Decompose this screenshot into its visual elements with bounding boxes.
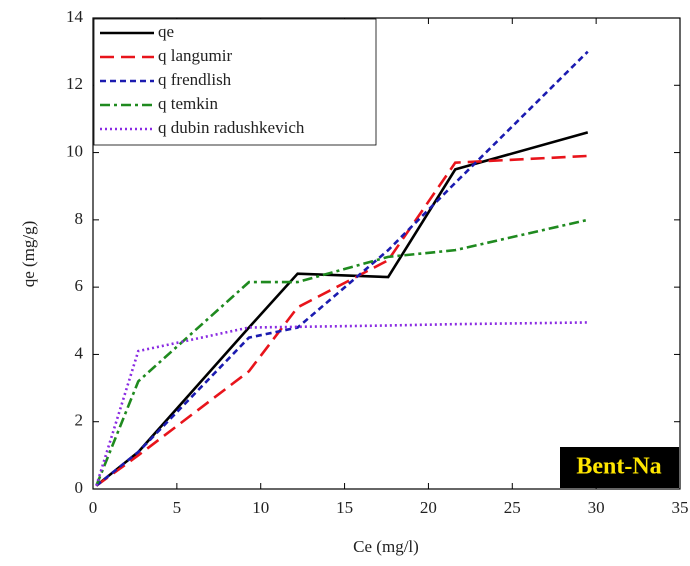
- x-tick-label: 15: [336, 498, 353, 517]
- x-tick-label: 10: [252, 498, 269, 517]
- series-line: [95, 154, 588, 487]
- annotation: Bent-Na: [576, 454, 661, 480]
- y-tick-label: 14: [66, 7, 84, 26]
- x-axis-label: Ce (mg/l): [353, 537, 419, 556]
- annotation-box: [560, 447, 679, 488]
- x-tick-label: 20: [420, 498, 437, 517]
- x-tick-label: 35: [672, 498, 689, 517]
- y-tick-label: 4: [75, 343, 84, 362]
- legend-label: qe: [158, 22, 174, 41]
- plot-frame: [92, 17, 681, 490]
- y-axis-label: qe (mg/g): [19, 221, 38, 288]
- series-line: [95, 321, 588, 487]
- x-tick-label: 25: [504, 498, 521, 517]
- y-tick-label: 8: [75, 209, 84, 228]
- y-tick-label: 0: [75, 478, 84, 497]
- x-tick-label: 0: [89, 498, 98, 517]
- legend-label: q dubin radushkevich: [158, 118, 305, 137]
- y-tick-label: 10: [66, 141, 83, 160]
- series-line: [95, 50, 589, 487]
- y-tick-label: 12: [66, 74, 83, 93]
- series-line: [95, 218, 589, 487]
- x-tick-label: 5: [173, 498, 182, 517]
- x-tick-label: 30: [588, 498, 605, 517]
- legend-label: q langumir: [158, 46, 232, 65]
- legend-label: q frendlish: [158, 70, 232, 89]
- legend-label: q temkin: [158, 94, 218, 113]
- y-tick-label: 2: [75, 411, 84, 430]
- y-tick-label: 6: [75, 276, 84, 295]
